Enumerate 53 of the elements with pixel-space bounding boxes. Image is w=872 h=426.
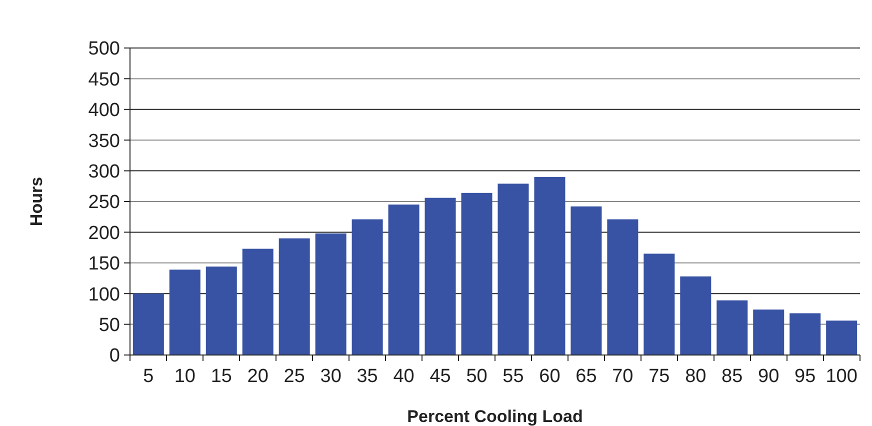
x-tick-label: 25 xyxy=(284,366,305,387)
bar xyxy=(424,198,456,355)
bar xyxy=(826,320,858,355)
y-tick-label: 100 xyxy=(88,284,120,306)
x-tick-label: 60 xyxy=(539,366,560,387)
x-tick-label: 100 xyxy=(826,366,858,387)
x-tick-label: 95 xyxy=(794,366,816,387)
bar xyxy=(498,184,529,355)
bar xyxy=(352,219,383,355)
x-tick-label: 65 xyxy=(576,366,597,387)
y-tick-label: 350 xyxy=(88,130,120,152)
x-tick-label: 40 xyxy=(393,366,414,387)
x-tick-label: 80 xyxy=(685,366,706,387)
x-tick-label: 55 xyxy=(502,366,524,387)
bar xyxy=(790,313,821,355)
bar xyxy=(206,266,237,355)
x-tick-label: 15 xyxy=(210,366,232,387)
y-tick-label: 250 xyxy=(88,192,120,214)
y-axis-title: Hours xyxy=(27,176,46,226)
x-tick-label: 90 xyxy=(758,366,780,387)
x-tick-label: 75 xyxy=(648,366,670,387)
x-tick-label: 5 xyxy=(143,366,154,387)
bar xyxy=(461,192,492,355)
bar xyxy=(607,219,638,355)
bar xyxy=(315,233,346,355)
y-tick-label: 500 xyxy=(88,38,120,60)
y-tick-label: 400 xyxy=(88,100,120,122)
x-tick-label: 70 xyxy=(612,366,634,387)
bar xyxy=(680,276,712,355)
x-tick-label: 85 xyxy=(722,366,743,387)
y-tick-label: 450 xyxy=(88,69,120,90)
bar xyxy=(716,300,748,355)
x-tick-label: 20 xyxy=(247,366,268,387)
x-tick-label: 45 xyxy=(430,366,451,387)
bar xyxy=(169,270,200,355)
x-tick-label: 35 xyxy=(356,366,378,387)
y-tick-label: 300 xyxy=(88,161,120,182)
bar xyxy=(644,254,675,355)
bar xyxy=(570,206,602,355)
y-tick-label: 50 xyxy=(98,314,120,336)
y-tick-label: 150 xyxy=(88,254,120,275)
bar xyxy=(242,248,274,355)
bar xyxy=(753,310,784,355)
x-tick-label: 10 xyxy=(174,366,196,387)
bar xyxy=(534,176,566,355)
x-tick-label: 30 xyxy=(320,366,342,387)
bar xyxy=(388,204,420,355)
y-tick-label: 200 xyxy=(88,222,120,244)
bar xyxy=(132,294,164,355)
y-tick-label: 0 xyxy=(109,346,120,367)
bar xyxy=(278,238,310,355)
x-tick-label: 50 xyxy=(466,366,488,387)
x-axis-title: Percent Cooling Load xyxy=(407,407,583,426)
